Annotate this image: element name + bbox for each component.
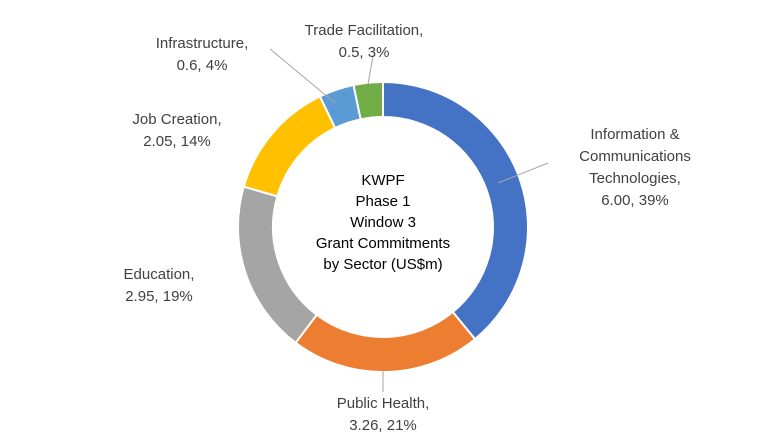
data-label-line: 0.6, 4% (176, 57, 228, 74)
data-label-line: Education, (123, 266, 195, 283)
data-label-line: Technologies, (589, 170, 681, 187)
data-label-education: Education, 2.95, 19% (104, 264, 214, 308)
data-label-ict: Information & Communications Technologie… (560, 124, 710, 212)
data-label-line: 2.05, 14% (143, 133, 211, 150)
data-label-line: Job Creation, (132, 111, 222, 128)
leader-line-group (269, 48, 549, 392)
leader-line (269, 48, 336, 104)
chart-title-line: by Sector (US$m) (323, 256, 443, 273)
data-label-public-health: Public Health, 3.26, 21% (313, 393, 453, 437)
data-label-infrastructure: Infrastructure, 0.6, 4% (137, 33, 267, 77)
data-label-line: 6.00, 39% (601, 192, 669, 209)
data-label-line: Trade Facilitation, (304, 22, 424, 39)
data-label-job-creation: Job Creation, 2.05, 14% (117, 109, 237, 153)
data-label-line: Information & (590, 126, 680, 143)
data-label-line: 0.5, 3% (338, 44, 390, 61)
slice-public-health (294, 310, 477, 373)
data-label-line: 3.26, 21% (349, 417, 417, 434)
slice-trade-facilitation (352, 80, 384, 121)
chart-title-line: Grant Commitments (315, 235, 451, 252)
data-label-line: Communications (579, 148, 691, 165)
slice-information-communications-technologies (382, 80, 529, 341)
chart-title-line: Phase 1 (355, 193, 411, 210)
slice-group (237, 80, 529, 373)
chart-title-line: KWPF (361, 172, 405, 189)
data-label-line: Public Health, (336, 395, 430, 412)
chart-title: KWPF Phase 1 Window 3 Grant Commitments … (283, 170, 483, 275)
chart-title-line: Window 3 (350, 214, 416, 231)
leader-line (497, 162, 549, 184)
data-label-trade-facilitation: Trade Facilitation, 0.5, 3% (289, 20, 439, 64)
data-label-line: 2.95, 19% (125, 288, 193, 305)
data-label-line: Infrastructure, (155, 35, 249, 52)
leader-line (367, 55, 374, 85)
